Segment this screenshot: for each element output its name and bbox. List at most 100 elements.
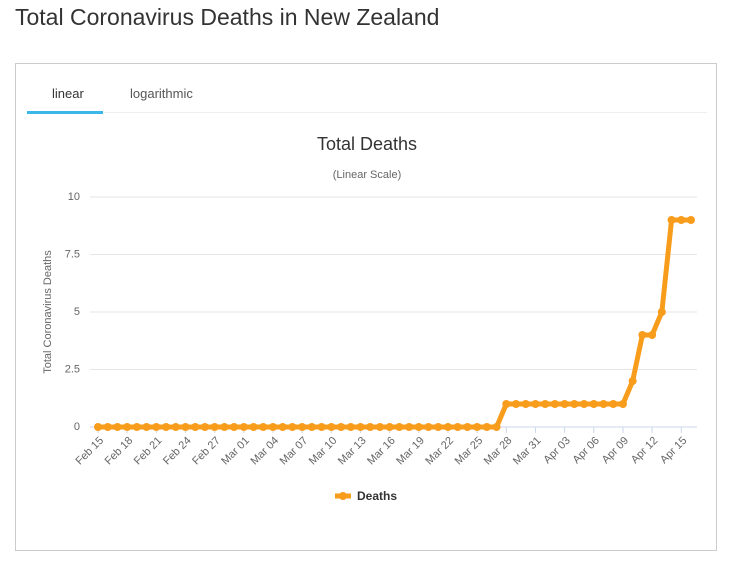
y-tick-label: 2.5	[65, 363, 80, 375]
data-point	[667, 216, 676, 224]
data-point	[424, 423, 433, 431]
data-point	[171, 423, 180, 431]
x-tick-label: Feb 27	[190, 435, 223, 468]
x-tick-label: Mar 31	[511, 435, 544, 468]
data-point	[473, 423, 482, 431]
page-title: Total Coronavirus Deaths in New Zealand	[15, 4, 440, 30]
data-point	[327, 423, 336, 431]
x-tick-label: Apr 06	[571, 435, 602, 466]
data-point	[541, 400, 550, 408]
x-tick-label: Feb 15	[73, 435, 106, 468]
x-tick-label: Mar 19	[394, 435, 427, 468]
x-tick-label: Feb 18	[103, 435, 136, 468]
data-point	[648, 331, 657, 339]
data-line	[98, 217, 691, 430]
y-tick-label: 0	[74, 421, 80, 433]
data-point	[181, 423, 190, 431]
x-tick-label: Apr 03	[541, 435, 572, 466]
data-point	[259, 423, 268, 431]
x-tick-label: Mar 01	[219, 435, 252, 468]
chart-subtitle: (Linear Scale)	[333, 169, 401, 181]
data-point	[492, 423, 501, 431]
data-point	[609, 400, 618, 408]
data-point	[249, 423, 258, 431]
legend-symbol	[339, 492, 347, 500]
y-axis-label: Total Coronavirus Deaths	[42, 250, 54, 374]
chart-title: Total Deaths	[317, 134, 417, 154]
tab[interactable]: linear	[52, 86, 84, 101]
data-point	[132, 423, 141, 431]
data-point	[337, 423, 346, 431]
x-tick-label: Mar 25	[453, 435, 486, 468]
data-point	[162, 423, 171, 431]
data-point	[434, 423, 443, 431]
data-point	[443, 423, 452, 431]
x-tick-label: Feb 21	[132, 435, 165, 468]
x-tick-label: Mar 04	[248, 435, 281, 468]
data-point	[405, 423, 414, 431]
data-point	[142, 423, 151, 431]
data-point	[113, 423, 122, 431]
x-tick-label: Mar 13	[336, 435, 369, 468]
x-tick-label: Mar 28	[482, 435, 515, 468]
y-tick-label: 5	[74, 306, 80, 318]
x-tick-label: Apr 12	[629, 435, 660, 466]
data-point	[453, 423, 462, 431]
legend-label: Deaths	[357, 489, 397, 503]
data-point	[123, 423, 132, 431]
data-point	[210, 423, 219, 431]
data-point	[366, 423, 375, 431]
data-point	[152, 423, 161, 431]
x-tick-label: Apr 15	[658, 435, 689, 466]
y-tick-label: 7.5	[65, 248, 80, 260]
x-tick-label: Mar 22	[423, 435, 456, 468]
data-point	[560, 400, 569, 408]
y-tick-label: 10	[68, 191, 80, 203]
x-tick-label: Apr 09	[600, 435, 631, 466]
data-point	[638, 331, 647, 339]
data-point	[298, 423, 307, 431]
data-point	[94, 423, 102, 431]
data-point	[395, 423, 404, 431]
data-point	[677, 216, 686, 224]
data-point	[550, 400, 559, 408]
data-point	[589, 400, 598, 408]
data-point	[385, 423, 394, 431]
data-point	[657, 308, 666, 316]
data-point	[521, 400, 530, 408]
data-point	[239, 423, 248, 431]
x-tick-label: Mar 07	[278, 435, 311, 468]
data-point	[200, 423, 209, 431]
active-tab-indicator	[27, 111, 103, 114]
data-point	[317, 423, 326, 431]
data-point	[580, 400, 589, 408]
data-point	[278, 423, 287, 431]
data-point	[570, 400, 579, 408]
x-tick-label: Mar 16	[365, 435, 398, 468]
data-point	[356, 423, 365, 431]
tab[interactable]: logarithmic	[130, 86, 193, 101]
data-point	[502, 400, 511, 408]
data-point	[103, 423, 112, 431]
data-point	[346, 423, 355, 431]
data-point	[463, 423, 472, 431]
chart-panel: linear logarithmic	[15, 63, 717, 551]
tab-separator	[27, 112, 707, 113]
data-point	[414, 423, 423, 431]
data-point	[268, 423, 277, 431]
data-point	[512, 400, 521, 408]
data-point	[628, 377, 637, 385]
data-point	[375, 423, 384, 431]
x-tick-label: Mar 10	[307, 435, 340, 468]
data-point	[230, 423, 239, 431]
data-point	[288, 423, 297, 431]
data-point	[191, 423, 200, 431]
data-point	[531, 400, 540, 408]
data-point	[599, 400, 608, 408]
data-point	[220, 423, 229, 431]
data-point	[618, 400, 627, 408]
data-point	[687, 216, 695, 224]
data-point	[482, 423, 491, 431]
